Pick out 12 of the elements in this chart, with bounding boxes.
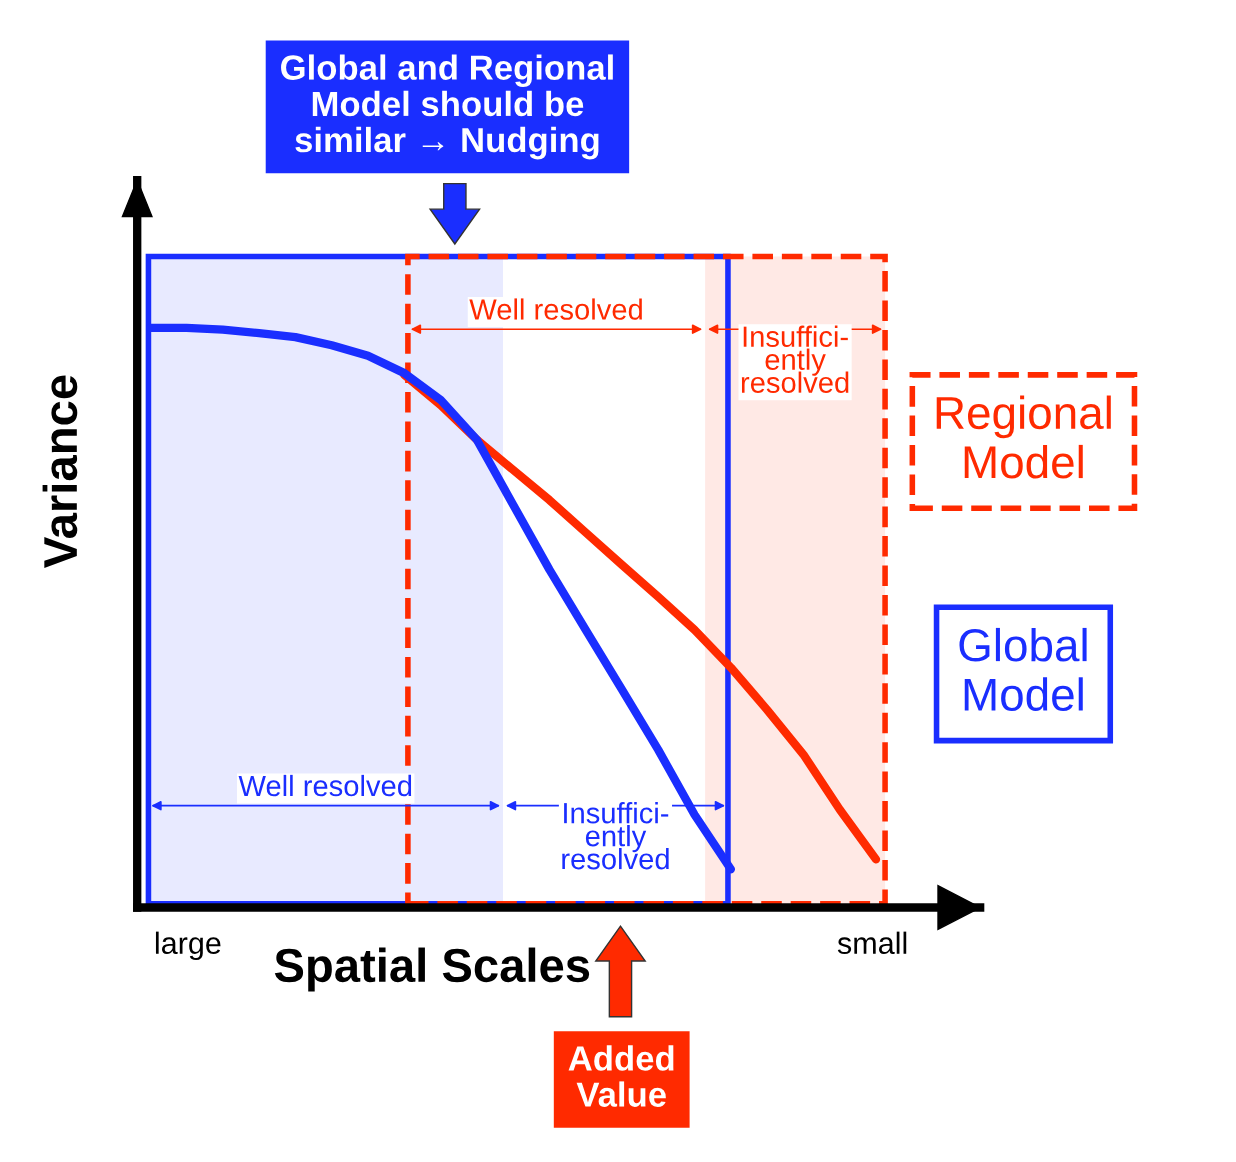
y-axis-title: Variance — [42, 375, 78, 568]
x-axis-title: Spatial Scales — [274, 947, 590, 992]
text: large — [155, 931, 221, 961]
text: small — [837, 931, 907, 955]
text: Well resolved — [469, 298, 642, 320]
text: Global and Regional Model should be similar → Nudging — [281, 54, 613, 160]
text: Added Value — [568, 1045, 674, 1107]
annotation: Insuffici- ently resolved — [562, 802, 669, 870]
annotation: Well resolved — [238, 774, 412, 797]
annotation: Insuffici- ently resolved — [741, 325, 849, 393]
text: Regional Model — [936, 395, 1111, 479]
text: Global Model — [959, 627, 1087, 711]
